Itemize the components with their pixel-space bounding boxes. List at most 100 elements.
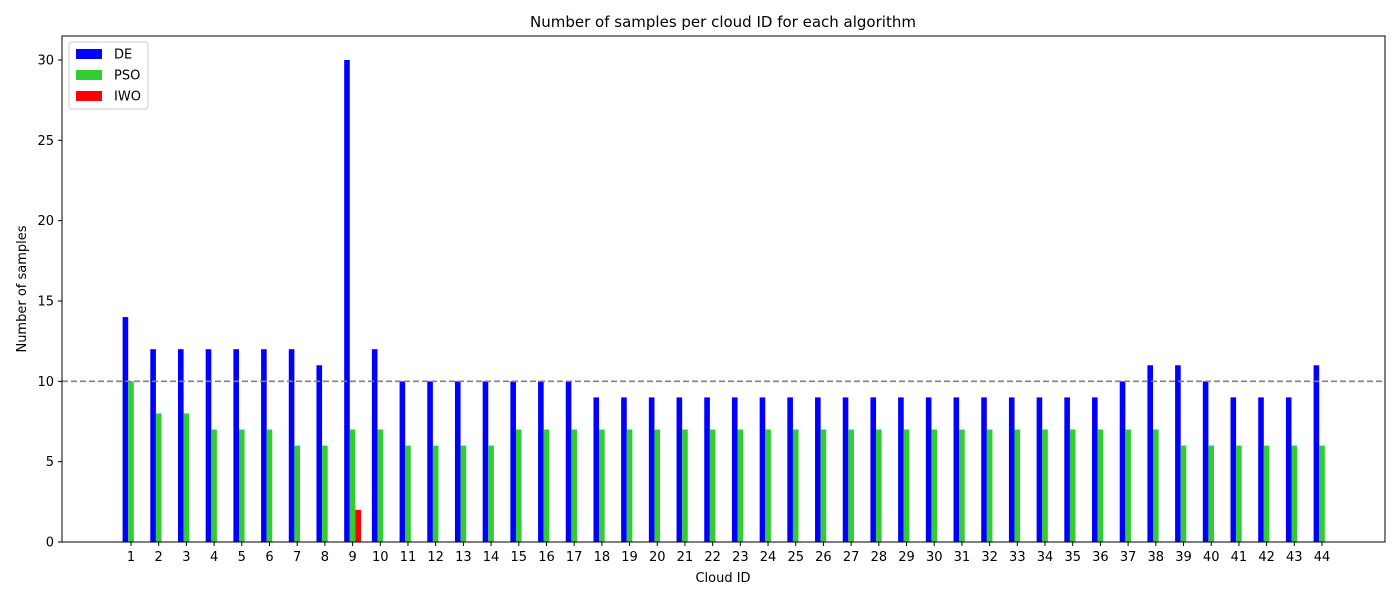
x-tick-label-20: 20: [649, 550, 666, 565]
bar-de-14: [482, 381, 489, 542]
bar-de-21: [676, 397, 683, 542]
bar-pso-27: [848, 429, 854, 542]
bar-de-40: [1202, 381, 1209, 542]
bar-de-39: [1175, 365, 1181, 542]
x-tick-label-12: 12: [427, 550, 444, 565]
bar-pso-28: [876, 429, 882, 542]
bar-de-33: [1008, 397, 1015, 542]
y-axis: 0 5 10 15 20 25 30: [37, 54, 62, 551]
bar-de-16: [538, 381, 544, 542]
bar-de-3: [178, 349, 184, 542]
bar-de-27: [842, 397, 849, 542]
bar-pso-35: [1069, 429, 1076, 542]
x-axis: 1 2 3 4 5 6 7 8 9 10 11 12 13 14 15 16 17 18 19 20 21 22 23 24 2…: [127, 542, 1330, 565]
bar-pso-30: [931, 429, 938, 542]
x-tick-label-24: 24: [760, 550, 777, 565]
x-tick-label-38: 38: [1148, 550, 1165, 565]
bar-de-4: [205, 349, 212, 542]
bar-pso-14: [488, 445, 494, 542]
legend-label-iwo: IWO: [114, 90, 141, 105]
bar-de-1: [122, 317, 129, 542]
x-tick-label-5: 5: [238, 550, 246, 565]
bar-de-11: [399, 381, 406, 542]
bar-pso-26: [820, 429, 827, 542]
bar-de-17: [565, 381, 572, 542]
x-tick-label-1: 1: [127, 550, 135, 565]
x-tick-label-27: 27: [843, 550, 860, 565]
bar-pso-36: [1097, 429, 1104, 542]
y-axis-label: Number of samples: [15, 225, 30, 352]
bar-pso-15: [515, 429, 522, 542]
x-tick-label-14: 14: [483, 550, 500, 565]
bar-de-7: [288, 349, 295, 542]
bar-de-5: [233, 349, 239, 542]
x-tick-label-36: 36: [1092, 550, 1109, 565]
bar-pso-31: [959, 429, 965, 542]
bar-pso-5: [238, 429, 245, 542]
bar-pso-40: [1208, 445, 1215, 542]
bar-de-20: [648, 397, 655, 542]
bar-pso-7: [294, 445, 300, 542]
bar-pso-8: [322, 445, 328, 542]
bar-pso-21: [682, 429, 688, 542]
bar-pso-16: [543, 429, 550, 542]
x-tick-label-41: 41: [1231, 550, 1248, 565]
x-tick-label-32: 32: [981, 550, 998, 565]
x-tick-label-34: 34: [1037, 550, 1054, 565]
x-tick-label-25: 25: [787, 550, 804, 565]
x-tick-label-40: 40: [1203, 550, 1220, 565]
x-axis-label: Cloud ID: [695, 571, 750, 586]
x-tick-label-11: 11: [400, 550, 417, 565]
bar-pso-37: [1125, 429, 1131, 542]
bar-pso-38: [1153, 429, 1159, 542]
x-tick-label-23: 23: [732, 550, 749, 565]
x-tick-label-37: 37: [1120, 550, 1137, 565]
x-tick-label-42: 42: [1258, 550, 1275, 565]
x-tick-label-21: 21: [677, 550, 694, 565]
bar-de-36: [1092, 397, 1098, 542]
x-tick-label-9: 9: [348, 550, 356, 565]
bar-pso-12: [432, 445, 439, 542]
x-tick-label-22: 22: [704, 550, 721, 565]
bar-pso-39: [1180, 445, 1187, 542]
bar-pso-13: [460, 445, 467, 542]
x-tick-label-15: 15: [510, 550, 527, 565]
bar-pso-43: [1291, 445, 1298, 542]
bar-pso-23: [737, 429, 744, 542]
legend-swatch-pso: [76, 70, 102, 80]
x-tick-label-6: 6: [265, 550, 273, 565]
bar-pso-20: [654, 429, 661, 542]
legend-label-pso: PSO: [114, 69, 140, 84]
y-tick-label-0: 0: [46, 536, 54, 551]
bar-pso-17: [571, 429, 577, 542]
bar-pso-9: [349, 429, 356, 542]
x-tick-label-35: 35: [1064, 550, 1081, 565]
bar-pso-11: [405, 445, 411, 542]
x-tick-label-10: 10: [372, 550, 389, 565]
bar-pso-29: [903, 429, 910, 542]
bar-de-29: [898, 397, 904, 542]
bar-de-32: [981, 397, 987, 542]
legend-swatch-iwo: [76, 91, 102, 101]
y-tick-label-30: 30: [37, 54, 54, 69]
bar-de-38: [1147, 365, 1154, 542]
bar-de-31: [953, 397, 960, 542]
x-tick-label-33: 33: [1009, 550, 1026, 565]
bars-layer: [122, 60, 1325, 542]
bar-de-34: [1036, 397, 1043, 542]
x-tick-label-26: 26: [815, 550, 832, 565]
bar-de-23: [731, 397, 738, 542]
bar-de-6: [261, 349, 267, 542]
x-tick-label-2: 2: [155, 550, 163, 565]
bar-pso-44: [1319, 445, 1325, 542]
bar-de-41: [1230, 397, 1237, 542]
bar-pso-6: [266, 429, 273, 542]
legend: DE PSO IWO: [68, 41, 149, 110]
bar-pso-42: [1263, 445, 1270, 542]
plot-frame: [61, 35, 1386, 543]
bar-pso-19: [626, 429, 633, 542]
bar-pso-33: [1014, 429, 1021, 542]
bar-de-30: [925, 397, 932, 542]
chart-title: Number of samples per cloud ID for each …: [530, 13, 916, 31]
